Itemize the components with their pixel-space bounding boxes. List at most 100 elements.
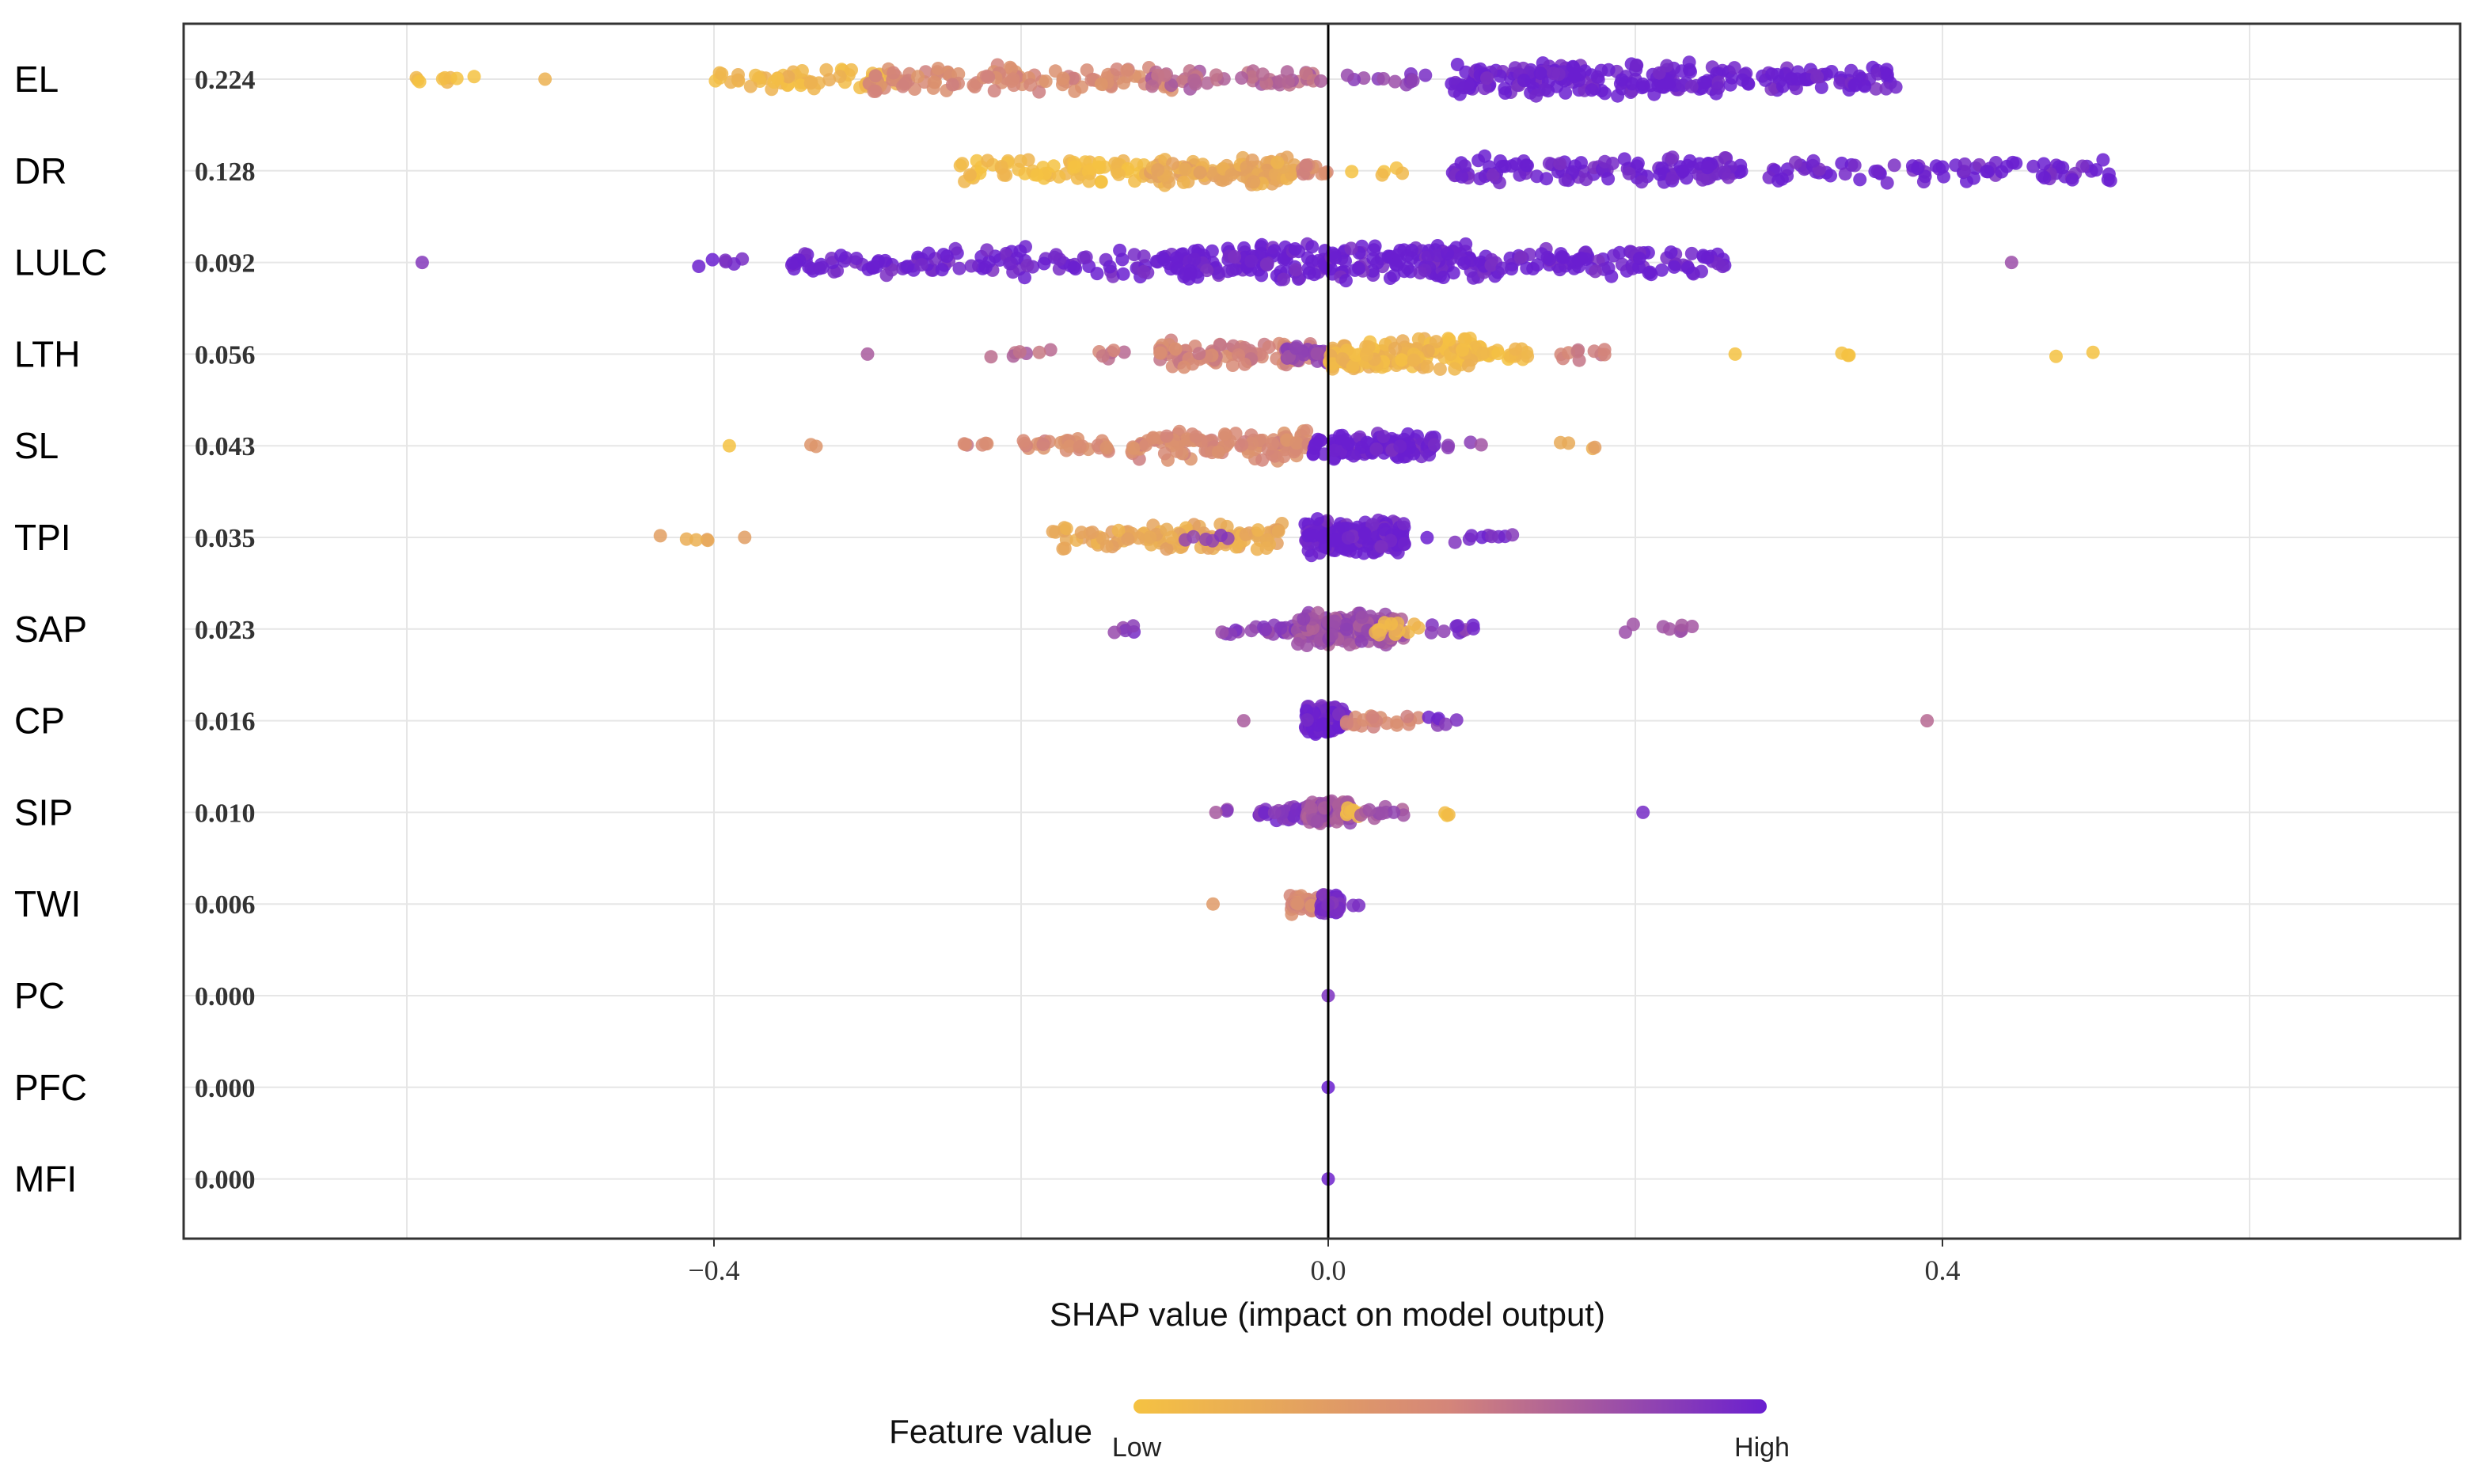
shap-point bbox=[809, 439, 823, 454]
shap-point bbox=[781, 70, 796, 84]
shap-point bbox=[1717, 165, 1731, 179]
shap-point bbox=[878, 253, 892, 268]
shap-point bbox=[1615, 73, 1629, 87]
shap-point bbox=[1244, 624, 1259, 638]
shap-point bbox=[1680, 158, 1695, 173]
shap-point bbox=[1553, 157, 1567, 171]
x-axis-title: SHAP value (impact on model output) bbox=[1050, 1296, 1605, 1333]
shap-point bbox=[978, 436, 993, 450]
shap-point bbox=[1244, 254, 1259, 268]
shap-point bbox=[1476, 346, 1490, 360]
shap-point bbox=[1342, 638, 1357, 651]
shap-point bbox=[980, 69, 994, 83]
feature-name-tpi: TPI bbox=[14, 517, 71, 558]
shap-point bbox=[1341, 437, 1355, 451]
shap-point bbox=[1235, 71, 1249, 85]
feature-name-sl: SL bbox=[14, 425, 59, 466]
shap-point bbox=[973, 166, 987, 180]
shap-point bbox=[450, 71, 464, 85]
shap-point bbox=[1324, 628, 1339, 643]
feature-name-mfi: MFI bbox=[14, 1159, 77, 1200]
shap-point bbox=[1151, 163, 1165, 176]
shap-point bbox=[1209, 806, 1223, 819]
shap-point bbox=[1291, 897, 1305, 911]
shap-point bbox=[833, 70, 847, 84]
feature-row-lulc bbox=[415, 237, 2018, 288]
shap-point bbox=[1090, 267, 1104, 281]
shap-point bbox=[1377, 430, 1391, 443]
shap-point bbox=[1067, 260, 1081, 275]
shap-point bbox=[1393, 439, 1407, 454]
shap-point bbox=[1554, 435, 1567, 450]
shap-point bbox=[1588, 440, 1602, 454]
shap-point bbox=[1113, 243, 1127, 257]
shap-point bbox=[1475, 530, 1489, 545]
shap-point bbox=[1073, 439, 1087, 454]
shap-point bbox=[1397, 537, 1411, 551]
shap-point bbox=[1299, 158, 1313, 173]
shap-point bbox=[1509, 342, 1522, 356]
shap-point bbox=[1270, 155, 1285, 169]
shap-point bbox=[1570, 344, 1585, 359]
shap-point bbox=[715, 66, 729, 81]
shap-point bbox=[1266, 437, 1280, 450]
shap-point bbox=[1571, 252, 1585, 267]
shap-point bbox=[1765, 67, 1779, 82]
shap-point bbox=[1039, 74, 1053, 89]
shap-point bbox=[1395, 166, 1410, 180]
shap-point bbox=[1079, 250, 1093, 264]
shap-point bbox=[1329, 533, 1343, 547]
shap-point bbox=[1235, 438, 1249, 452]
shap-point bbox=[1369, 442, 1384, 457]
shap-point bbox=[1271, 524, 1285, 538]
shap-point bbox=[1187, 252, 1202, 267]
shap-point bbox=[767, 75, 781, 89]
shap-point bbox=[1362, 803, 1377, 817]
shap-point bbox=[1681, 260, 1695, 275]
shap-point bbox=[1535, 247, 1549, 261]
shap-point bbox=[1153, 346, 1168, 360]
shap-point bbox=[1375, 807, 1389, 821]
shap-point bbox=[1413, 266, 1427, 280]
mean-shap-value: 0.092 bbox=[195, 249, 256, 279]
shap-point bbox=[1842, 348, 1856, 362]
shap-point bbox=[1594, 63, 1608, 78]
shap-point bbox=[415, 256, 429, 270]
shap-point bbox=[1887, 158, 1901, 173]
shap-point bbox=[1520, 345, 1534, 359]
shap-point bbox=[1137, 249, 1151, 264]
shap-point bbox=[1530, 258, 1544, 272]
shap-point bbox=[1653, 167, 1667, 181]
shap-point bbox=[900, 260, 914, 274]
shap-point bbox=[1183, 267, 1198, 281]
shap-point bbox=[1375, 168, 1389, 182]
shap-point bbox=[1258, 806, 1272, 820]
shap-point bbox=[1277, 272, 1291, 287]
x-axis-ticks: −0.4 0.0 0.4 bbox=[688, 1239, 1961, 1286]
shap-point bbox=[1059, 522, 1073, 536]
shap-point bbox=[722, 438, 736, 453]
shap-point bbox=[1664, 245, 1678, 260]
shap-point bbox=[1365, 518, 1380, 532]
shap-point bbox=[1406, 74, 1420, 88]
shap-point bbox=[2096, 153, 2110, 167]
shap-point bbox=[1206, 166, 1220, 180]
shap-point bbox=[2004, 256, 2018, 270]
shap-point bbox=[1291, 637, 1305, 651]
shap-point bbox=[749, 68, 762, 82]
shap-point bbox=[978, 260, 993, 275]
plot-frame bbox=[182, 22, 2462, 1240]
shap-point bbox=[1187, 529, 1201, 544]
shap-point bbox=[1665, 171, 1679, 185]
feature-row-lth bbox=[860, 332, 2100, 376]
shap-point bbox=[1132, 531, 1145, 545]
shap-point bbox=[984, 350, 998, 364]
shap-point bbox=[1684, 246, 1699, 260]
shap-point bbox=[1700, 161, 1714, 175]
shap-point bbox=[1838, 167, 1852, 181]
shap-point bbox=[1255, 67, 1270, 82]
shap-point bbox=[1020, 259, 1035, 272]
shap-point bbox=[1393, 244, 1407, 257]
shap-point bbox=[1700, 251, 1714, 265]
shap-point bbox=[1244, 437, 1259, 450]
